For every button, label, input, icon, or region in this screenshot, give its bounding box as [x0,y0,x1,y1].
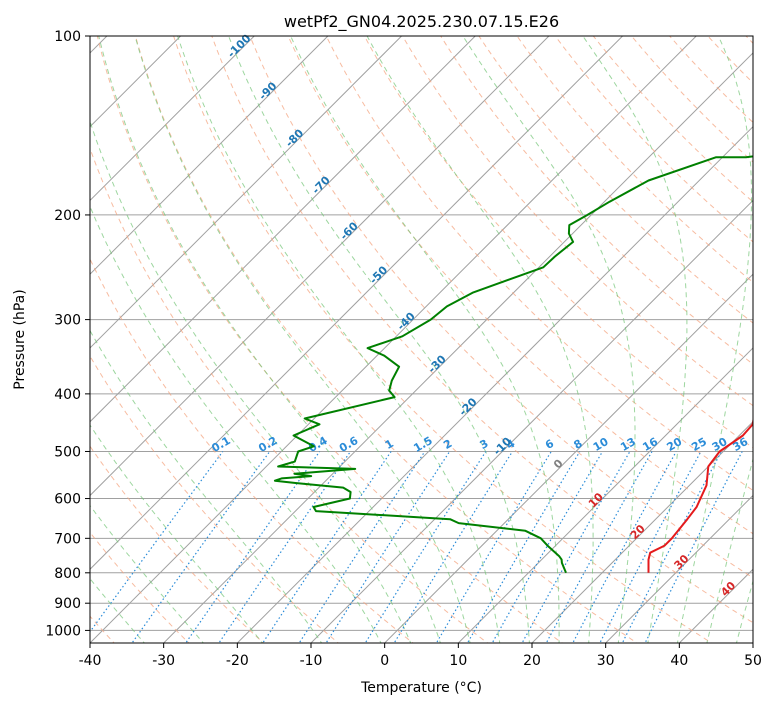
x-tick-label: -20 [226,653,249,669]
background-lines [90,36,753,643]
mixing-ratio-line [393,451,513,643]
mixing-ratio-line [599,451,702,643]
profiles [273,155,753,574]
moist-adiabat-line [90,205,382,643]
moist-adiabat-line [90,504,204,643]
x-tick-label: 20 [523,653,541,669]
y-axis-label: Pressure (hPa) [12,289,28,389]
x-axis-label: Temperature (°C) [360,680,482,696]
moist-adiabat-line [90,577,145,643]
isotherm-line [531,421,753,643]
isotherm-line [457,347,753,643]
mixing-ratio-line [621,451,722,643]
x-tick-label: -40 [79,653,102,669]
mixing-ratio-line [262,451,392,643]
moist-adiabat-line [290,36,560,643]
y-tick-label: 400 [54,387,81,403]
y-tick-label: 500 [54,444,81,460]
y-tick-label: 1000 [45,623,81,639]
dewpoint-profile [273,155,753,574]
isotherm-line [90,36,403,349]
dry-adiabat-line [96,36,564,643]
mixing-ratio-line [185,451,321,643]
x-tick-label: 10 [449,653,467,669]
x-tick-label: 30 [597,653,615,669]
isotherm-line [236,125,753,643]
dry-adiabat-line [325,36,753,492]
mixing-ratio-line [131,451,271,643]
mixing-ratio-line [325,451,451,643]
y-tick-label: 700 [54,531,81,547]
axes: -40 -30 -20 -10 0 10 20 30 40 50 100 200 300 400 500 60… [45,29,762,669]
mixing-ratio-line [466,451,581,643]
x-tick-label: -10 [300,653,323,669]
x-tick-label: 40 [670,653,688,669]
moist-adiabat-line [462,36,636,643]
dry-adiabat-line [211,36,753,624]
isotherm-line [604,494,753,643]
mixing-ratio-line [90,451,224,633]
x-tick-label: 50 [744,653,762,669]
mixing-ratio-line [364,451,487,643]
y-tick-label: 300 [54,313,81,329]
mixing-ratio-line [644,451,743,643]
y-tick-label: 100 [54,29,81,45]
moist-adiabat-line [676,36,752,643]
y-tick-label: 600 [54,492,81,508]
isotherm-line [162,52,753,643]
moist-adiabat-line [366,36,594,643]
isotherm-line [310,199,753,643]
dry-adiabat-line [249,36,753,579]
plot-frame [89,35,754,644]
temperature-profile [647,416,753,573]
isotherm-line [90,36,697,643]
mixing-ratio-line [572,451,677,643]
moist-adiabat-line [90,119,412,643]
dry-adiabat-line [90,146,489,643]
mixing-ratio-line [218,451,351,643]
x-tick-label: -30 [152,653,175,669]
dry-adiabat-line [516,36,753,283]
moist-adiabat-line [98,36,441,643]
isotherm-line [90,36,255,202]
dry-adiabat-line [90,257,414,643]
dry-adiabat-line [90,355,340,643]
isotherm-line [90,36,550,497]
isotherm-line [90,36,476,423]
y-tick-label: 200 [54,208,81,224]
x-tick-label: 0 [380,653,389,669]
moist-adiabat-line [90,329,323,643]
dry-adiabat-line [173,36,713,643]
chart-title: wetPf2_GN04.2025.230.07.15.E26 [284,12,559,32]
isotherm-line [90,36,329,275]
dry-adiabat-line [401,36,753,407]
mixing-ratio-line [491,451,604,643]
y-tick-label: 800 [54,566,81,582]
isotherm-line [383,273,753,643]
mixing-ratio-line [298,451,426,643]
dry-adiabat-line [287,36,753,535]
dry-adiabat-line [134,36,638,643]
moist-adiabat-line [582,36,688,643]
y-tick-label: 900 [54,596,81,612]
moist-adiabat-line [177,36,501,643]
moist-adiabat-line [90,424,264,643]
